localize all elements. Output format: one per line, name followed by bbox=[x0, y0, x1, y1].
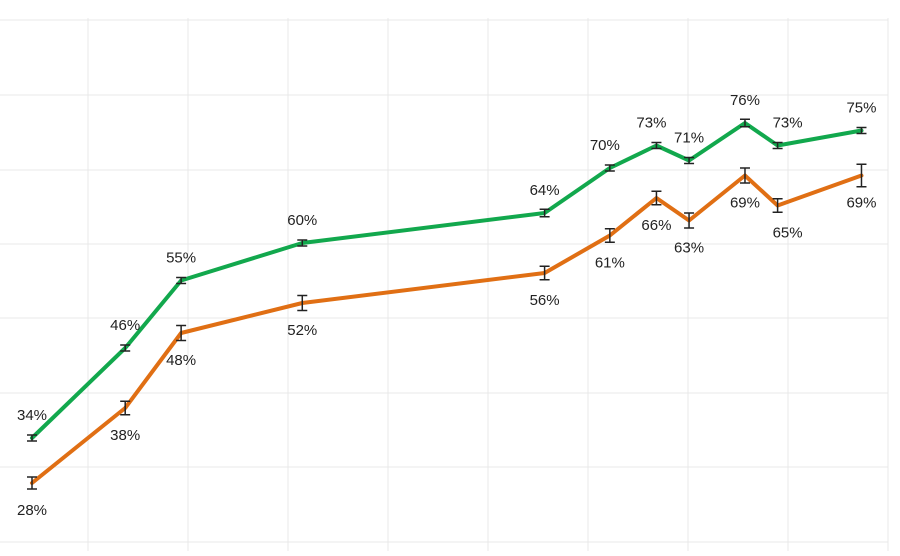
grid bbox=[0, 18, 889, 551]
error-bar bbox=[604, 164, 615, 172]
data-label: 69% bbox=[846, 195, 876, 212]
error-bar bbox=[684, 156, 695, 165]
error-bar bbox=[297, 294, 308, 312]
error-bar bbox=[27, 434, 37, 442]
error-bar bbox=[651, 141, 662, 150]
data-label: 69% bbox=[730, 195, 760, 212]
data-label: 71% bbox=[674, 130, 704, 147]
error-bar bbox=[604, 228, 615, 243]
data-label: 60% bbox=[287, 212, 317, 229]
data-label: 46% bbox=[110, 317, 140, 334]
error-bar bbox=[739, 118, 750, 128]
data-label: 52% bbox=[287, 322, 317, 339]
data-label: 66% bbox=[641, 217, 671, 234]
data-label: 75% bbox=[846, 100, 876, 117]
data-label: 34% bbox=[17, 407, 47, 424]
data-label: 73% bbox=[773, 115, 803, 132]
data-label: 73% bbox=[636, 115, 666, 132]
data-label: 63% bbox=[674, 240, 704, 257]
error-bar bbox=[739, 167, 750, 184]
error-bar bbox=[120, 344, 131, 352]
data-label: 76% bbox=[730, 92, 760, 109]
data-label: 28% bbox=[17, 502, 47, 519]
data-label: 64% bbox=[530, 182, 560, 199]
series-2-line bbox=[30, 173, 864, 485]
error-bar bbox=[176, 276, 187, 285]
error-bar bbox=[772, 198, 783, 213]
error-bar bbox=[651, 190, 662, 206]
error-bar bbox=[772, 141, 783, 150]
error-bar bbox=[176, 324, 187, 342]
error-bar bbox=[120, 400, 131, 416]
data-label: 38% bbox=[110, 427, 140, 444]
series-1 bbox=[27, 118, 867, 442]
error-bar bbox=[856, 163, 867, 188]
error-bar bbox=[297, 239, 308, 247]
error-bar bbox=[684, 212, 695, 229]
series-layer bbox=[27, 118, 867, 490]
error-bar bbox=[539, 265, 550, 281]
data-label: 61% bbox=[595, 255, 625, 272]
data-label: 56% bbox=[530, 292, 560, 309]
data-label: 48% bbox=[166, 352, 196, 369]
error-bar bbox=[27, 476, 37, 490]
data-labels: 34% 46% 55% 60% 64% 70% 73% 71% 76% 73% 75% 28% 38% 4… bbox=[17, 92, 877, 519]
data-label: 70% bbox=[590, 137, 620, 154]
series-2 bbox=[27, 163, 867, 490]
error-bar bbox=[539, 208, 550, 218]
data-label: 55% bbox=[166, 250, 196, 267]
error-bar bbox=[856, 126, 867, 135]
data-label: 65% bbox=[773, 225, 803, 242]
